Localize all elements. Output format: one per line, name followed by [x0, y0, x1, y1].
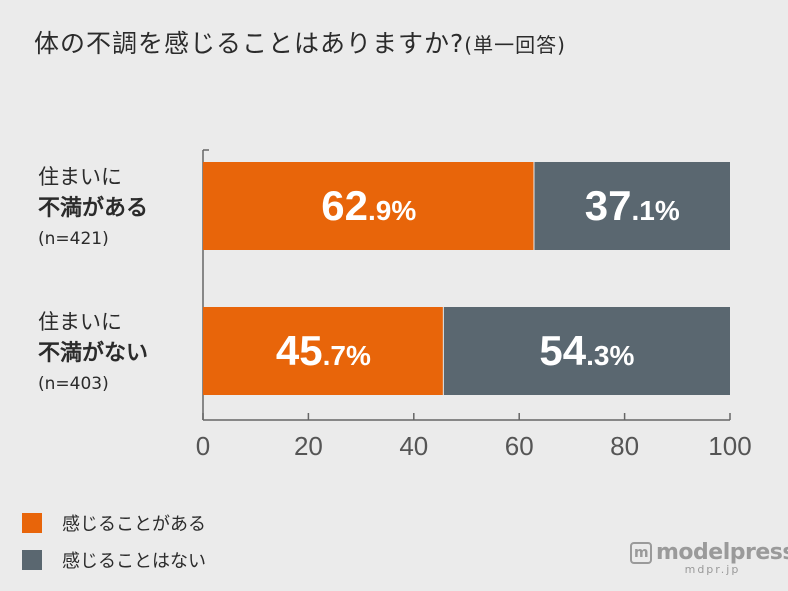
watermark: m modelpress mdpr.jp [630, 540, 788, 576]
chart-title-main: 体の不調を感じることはありますか? [34, 29, 465, 58]
x-tick-label-20: 20 [294, 431, 323, 461]
x-tick-label-40: 40 [399, 431, 428, 461]
legend-item-2: 感じることはない [22, 547, 206, 573]
m-box-icon: m [630, 541, 652, 564]
legend-label-2: 感じることはない [62, 551, 206, 572]
watermark-sub: mdpr.jp [684, 563, 741, 576]
x-tick-label-80: 80 [610, 431, 639, 461]
legend-swatch-1 [22, 513, 42, 533]
row-label-2-line1: 住まいに [38, 310, 122, 334]
x-tick-label-60: 60 [505, 431, 534, 461]
bar-row2-series1 [203, 307, 443, 395]
data-label-row2-series1: 45.7% [276, 327, 371, 374]
row-label-1-line2: 不満がある [38, 196, 149, 221]
chart-title: 体の不調を感じることはありますか?(単一回答) [34, 24, 566, 60]
row-label-2-line3: (n=403) [38, 374, 109, 394]
bar-row1-series1 [203, 162, 534, 250]
bar-row1-series2 [534, 162, 730, 250]
chart-title-sub: (単一回答) [464, 33, 566, 57]
watermark-main: modelpress [656, 540, 788, 565]
legend-label-1: 感じることがある [62, 514, 206, 535]
row-label-1-line3: (n=421) [38, 229, 109, 249]
row-label-1-line1: 住まいに [38, 165, 122, 189]
bar-row2-series2 [443, 307, 730, 395]
data-label-row1-series1: 62.9% [321, 182, 416, 229]
row-label-2-line2: 不満がない [38, 341, 149, 366]
legend-swatch-2 [22, 550, 42, 570]
x-tick-label-100: 100 [708, 431, 751, 461]
data-label-row2-series2: 54.3% [539, 327, 634, 374]
x-tick-label-0: 0 [196, 431, 210, 461]
row-label-1: 住まいに 不満がある (n=421) [38, 162, 188, 255]
legend-item-1: 感じることがある [22, 510, 206, 536]
data-label-row1-series2: 37.1% [585, 182, 680, 229]
row-label-2: 住まいに 不満がない (n=403) [38, 307, 188, 400]
